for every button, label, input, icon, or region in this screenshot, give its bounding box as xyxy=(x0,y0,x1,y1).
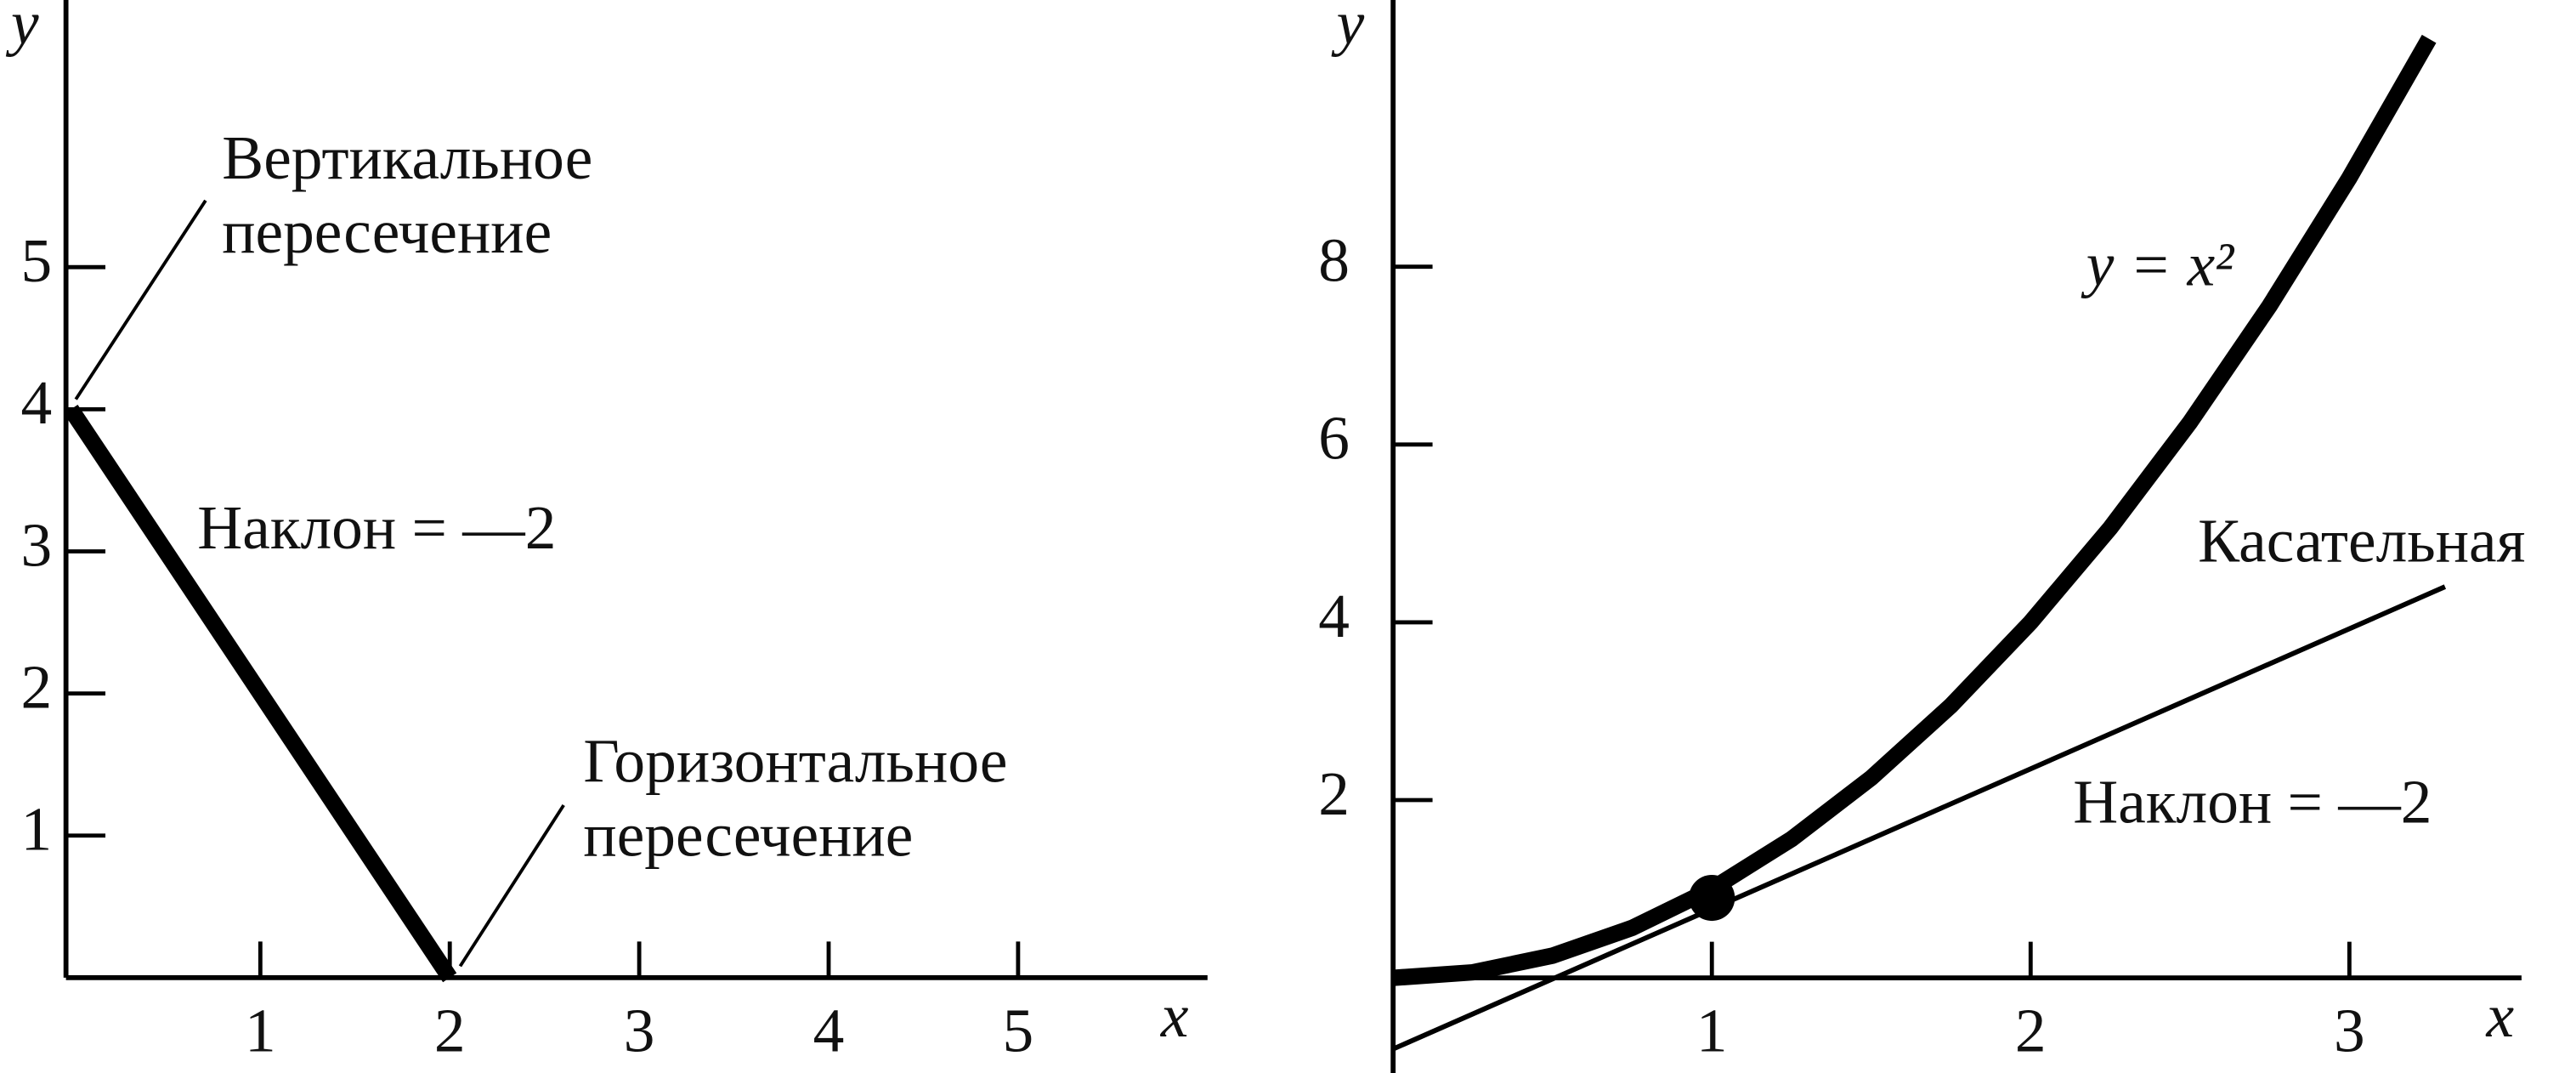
pointer xyxy=(458,803,565,968)
line xyxy=(1392,584,2447,1052)
y-tick-label: 4 xyxy=(20,368,52,437)
annotation: Наклон = —2 xyxy=(2073,768,2432,837)
y-tick-label: 1 xyxy=(20,795,52,864)
line xyxy=(64,404,457,983)
x-axis-label: x xyxy=(1160,981,1189,1050)
annotation: Наклон = —2 xyxy=(197,493,556,562)
y-tick-label: 4 xyxy=(1318,582,1350,650)
annotation: Вертикальное xyxy=(222,123,592,192)
x-tick-label: 5 xyxy=(1003,996,1034,1064)
x-tick-label: 2 xyxy=(2015,996,2047,1065)
x-tick-label: 4 xyxy=(813,996,845,1064)
x-tick-label: 1 xyxy=(1696,996,1728,1065)
y-tick-label: 5 xyxy=(20,226,52,295)
pointer xyxy=(74,199,207,400)
x-axis-label: x xyxy=(2485,981,2514,1050)
chart: y x 2 4 6 8 1 2 3 y = x² Касательная Наклон = —2 xyxy=(1318,0,2525,1073)
annotation: Касательная xyxy=(2198,506,2525,575)
annotation: y = x² xyxy=(2081,230,2234,299)
x-tick-label: 1 xyxy=(245,996,276,1064)
y-axis-label: y xyxy=(5,0,39,58)
annotation: пересечение xyxy=(222,197,552,266)
x-tick-label: 2 xyxy=(434,996,466,1064)
x-tick-label: 3 xyxy=(624,996,655,1064)
y-tick-label: 2 xyxy=(20,652,52,721)
annotation: Горизонтальное xyxy=(583,726,1007,795)
x-tick-label: 3 xyxy=(2334,996,2365,1065)
point xyxy=(1689,874,1735,922)
y-tick-label: 8 xyxy=(1318,226,1350,295)
y-tick-label: 2 xyxy=(1318,759,1350,828)
y-axis-label: y xyxy=(1331,0,1365,58)
y-tick-label: 6 xyxy=(1318,404,1350,473)
y-tick-label: 3 xyxy=(20,510,52,579)
line xyxy=(1392,34,2437,986)
annotation: пересечение xyxy=(583,800,913,869)
